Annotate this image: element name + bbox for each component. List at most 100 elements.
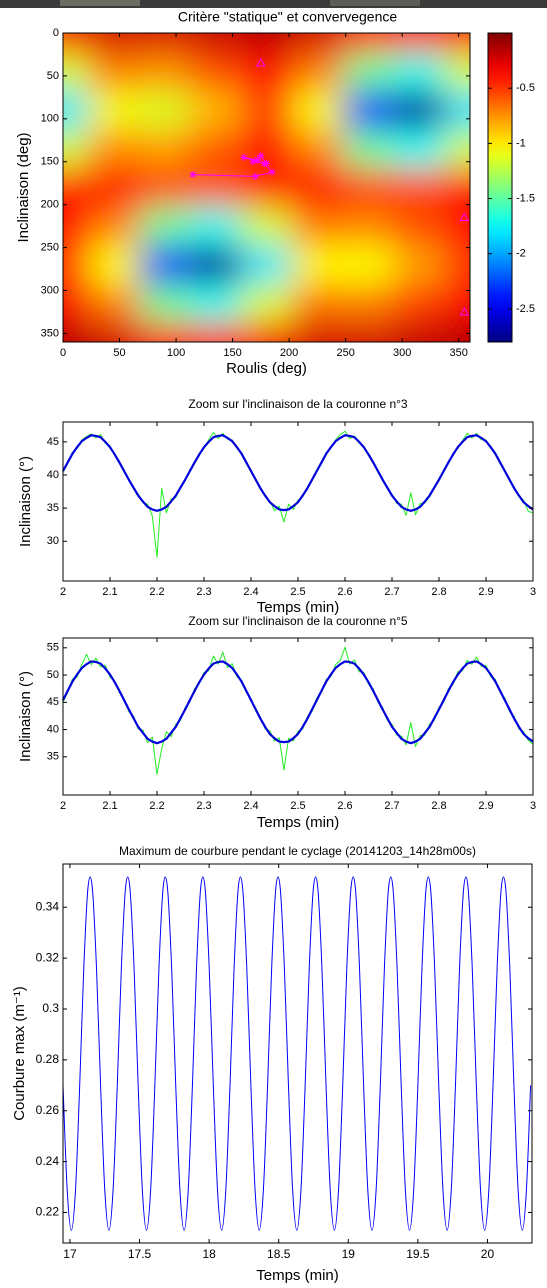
heatmap-cell [393, 90, 446, 131]
x-tick-label: 2.9 [478, 800, 493, 812]
heatmap-cell [241, 284, 293, 324]
heatmap-cell [139, 90, 191, 131]
heatmap-cell [139, 322, 191, 342]
x-tick-label: 2.8 [431, 586, 446, 598]
heatmap [63, 33, 470, 342]
colorbar-tick-label: -2 [516, 248, 526, 260]
heatmap-cell [190, 284, 242, 324]
x-tick-label: 50 [113, 347, 125, 359]
heatmap-cell [190, 90, 242, 131]
colorbar-tick-label: -2.5 [516, 303, 535, 315]
heatmap-cell [444, 52, 470, 92]
heatmap-cell [393, 284, 446, 324]
chart-title: Zoom sur l'inclinaison de la couronne n°… [188, 397, 408, 411]
heatmap-cell [291, 245, 344, 285]
heatmap-cell [241, 33, 293, 53]
x-tick-label: 2.2 [149, 586, 164, 598]
heatmap-cell [444, 90, 470, 131]
x-tick-label: 2.3 [196, 800, 211, 812]
trajectory-star [189, 171, 197, 179]
y-axis-label: Courbure max (m⁻¹) [11, 986, 28, 1121]
y-tick-label: 0.22 [36, 1205, 60, 1219]
x-tick-label: 18 [202, 1247, 216, 1261]
y-tick-label: 35 [47, 502, 59, 514]
y-tick-label: 50 [47, 669, 59, 681]
y-tick-label: 45 [47, 436, 59, 448]
heatmap-cell [63, 168, 89, 208]
x-tick-label: 2.5 [290, 586, 305, 598]
heatmap-cell [291, 284, 344, 324]
plot-frame [62, 421, 534, 582]
heatmap-cell [393, 52, 446, 92]
chart-title: Critère "statique" et convervegence [178, 9, 397, 25]
y-tick-label: 350 [41, 327, 59, 339]
heatmap-cell [444, 284, 470, 324]
series-line [62, 660, 534, 745]
heatmap-cell [139, 52, 191, 92]
x-tick-label: 2.2 [149, 800, 164, 812]
y-tick-label: 55 [47, 642, 59, 654]
heatmap-cell [291, 90, 344, 131]
plot-frame [62, 32, 471, 343]
trajectory-star [249, 158, 257, 166]
photo-strip [0, 0, 547, 8]
plot-area [63, 638, 533, 795]
colorbar [487, 32, 513, 343]
heatmap-cell [88, 322, 140, 342]
x-tick-label: 17 [63, 1247, 77, 1261]
y-tick-label: 250 [41, 241, 59, 253]
x-tick-label: 2 [60, 586, 66, 598]
heatmap-cell [190, 168, 242, 208]
heatmap-cell [88, 168, 140, 208]
photo-strip-detail [330, 0, 420, 6]
y-tick-label: 0.3 [42, 1001, 59, 1015]
chart-title: Zoom sur l'inclinaison de la couronne n°… [188, 614, 408, 628]
trajectory-star [263, 159, 270, 167]
heatmap-cell [63, 322, 89, 342]
heatmap-cell [139, 129, 191, 169]
heatmap-cell [88, 129, 140, 169]
heatmap-cell [342, 129, 395, 169]
x-tick-label: 350 [450, 347, 468, 359]
heatmap-cell [190, 33, 242, 53]
heatmap-cell [444, 129, 470, 169]
heatmap-cell [88, 52, 140, 92]
x-tick-label: 2.9 [478, 586, 493, 598]
y-axis-label: Inclinaison (deg) [15, 132, 32, 242]
heatmap-cell [63, 284, 89, 324]
heatmap-cell [241, 322, 293, 342]
x-tick-label: 3 [530, 586, 536, 598]
heatmap-cell [393, 129, 446, 169]
x-tick-label: 300 [393, 347, 411, 359]
trajectory-star [257, 152, 265, 160]
trajectory-star [253, 156, 261, 164]
heatmap-cell [241, 52, 293, 92]
heatmap-cell [88, 33, 140, 53]
x-tick-label: 2.1 [102, 586, 117, 598]
heatmap-cell [63, 90, 89, 131]
x-tick-label: 19 [342, 1247, 356, 1261]
heatmap-cell [139, 168, 191, 208]
x-tick-label: 2.4 [243, 800, 258, 812]
heatmap-cell [241, 245, 293, 285]
plot-frame [62, 863, 533, 1244]
x-tick-label: 150 [223, 347, 241, 359]
heatmap-cell [444, 322, 470, 342]
heatmap-cell [88, 245, 140, 285]
heatmap-cell [88, 206, 140, 246]
x-tick-label: 2.5 [290, 800, 305, 812]
x-axis-label: Temps (min) [257, 814, 340, 831]
x-tick-label: 3 [530, 800, 536, 812]
x-tick-label: 19.5 [406, 1247, 430, 1261]
x-tick-label: 2.3 [196, 586, 211, 598]
heatmap-cell [88, 284, 140, 324]
heatmap-cell [291, 129, 344, 169]
x-tick-label: 200 [280, 347, 298, 359]
heatmap-cell [393, 206, 446, 246]
heatmap-cell [63, 52, 89, 92]
series-line [62, 434, 534, 512]
heatmap-cell [190, 206, 242, 246]
x-tick-label: 100 [167, 347, 185, 359]
heatmap-cell [190, 52, 242, 92]
